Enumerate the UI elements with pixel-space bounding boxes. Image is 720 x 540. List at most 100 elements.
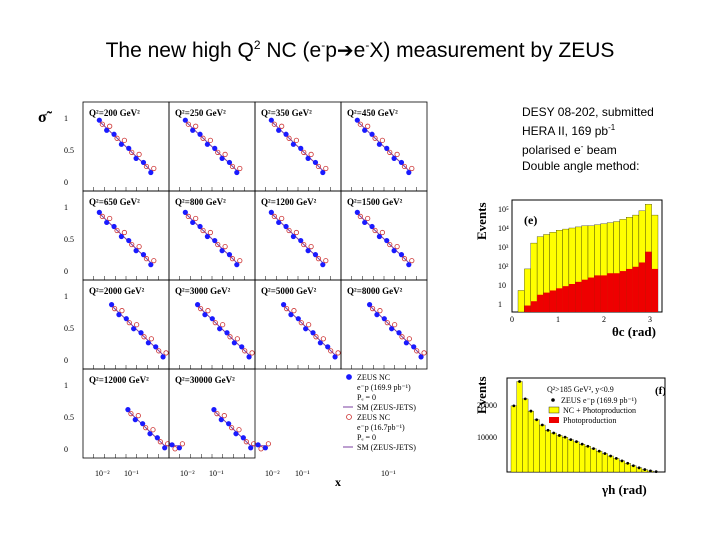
legend-swatch-red <box>549 417 559 423</box>
data-point-red <box>379 229 385 236</box>
data-point-blue <box>218 417 224 423</box>
data-point-blue <box>369 223 375 230</box>
bar-nc-photoproduction <box>584 446 591 473</box>
data-point-blue <box>126 237 132 244</box>
data-point-red <box>258 446 264 452</box>
data-point-red <box>357 121 363 127</box>
data-point-red <box>308 244 314 250</box>
y-tick-label: 0 <box>64 445 68 454</box>
chart-e-xtick: 2 <box>602 315 606 324</box>
slide-title: The new high Q2 NC (e-p➔e-X) measurement… <box>105 38 615 62</box>
legend-entry: Pₑ = 0 <box>357 393 376 402</box>
chart-f-label: (f) <box>655 385 666 397</box>
data-point-blue <box>396 330 402 336</box>
data-point-red <box>320 336 326 342</box>
bar-nc-photoproduction <box>517 290 525 313</box>
x-tick-label: 10⁻² <box>95 469 110 478</box>
caption-line1: DESY 08-202, submitted <box>522 105 654 119</box>
panel-label: Q²=8000 GeV² <box>347 286 403 296</box>
panel-label: Q²=350 GeV² <box>261 108 312 118</box>
data-point-blue <box>138 330 144 336</box>
data-point-blue <box>310 330 316 336</box>
data-point-blue <box>268 209 274 215</box>
data-point-blue <box>288 312 294 318</box>
data-point-blue <box>190 127 196 133</box>
data-point-red <box>242 348 248 354</box>
data-point-blue <box>268 117 274 123</box>
data-point-red <box>129 241 135 248</box>
data-point <box>592 447 595 451</box>
data-point-red <box>141 334 147 340</box>
data-point-blue <box>96 209 102 215</box>
data-point-red <box>151 165 157 172</box>
data-point-blue <box>320 262 326 268</box>
data-point <box>540 423 544 427</box>
y-tick-label: 1 <box>64 114 68 123</box>
data-point-blue <box>283 131 289 137</box>
data-point-blue <box>145 340 151 346</box>
data-point <box>586 444 590 448</box>
data-point-red <box>222 151 228 157</box>
data-point-blue <box>303 326 309 332</box>
data-point-red <box>315 163 322 170</box>
data-point-red <box>301 241 307 248</box>
data-point-red <box>372 135 378 141</box>
data-point <box>557 434 561 437</box>
y-tick-label: 0.5 <box>64 146 74 155</box>
data-point-red <box>394 244 400 250</box>
data-point-blue <box>160 354 166 360</box>
data-point <box>626 461 630 465</box>
legend-entry: Pₑ = 0 <box>357 433 376 442</box>
data-point-blue <box>108 302 115 308</box>
data-point-blue <box>418 354 424 360</box>
data-point <box>609 454 613 458</box>
data-point-blue <box>116 312 122 318</box>
data-point-red <box>143 256 150 262</box>
data-point-red <box>135 413 141 419</box>
data-point-red <box>121 137 127 143</box>
legend-marker <box>551 398 555 402</box>
data-point-blue <box>406 262 412 268</box>
x-tick-label: 10⁻¹ <box>295 469 310 478</box>
data-point-blue <box>96 117 102 123</box>
bar-nc-photoproduction <box>527 410 534 473</box>
data-point-red <box>114 227 120 234</box>
bar-photoproduction <box>543 292 550 312</box>
data-point-blue <box>354 117 360 123</box>
data-point-blue <box>276 127 282 133</box>
data-point-blue <box>298 237 304 244</box>
data-point <box>603 452 607 455</box>
bar-photoproduction <box>537 294 544 312</box>
legend-entry: ZEUS NC <box>357 413 390 422</box>
data-point <box>580 442 584 446</box>
legend-entry: ZEUS e⁻p (169.9 pb⁻¹) <box>561 396 637 405</box>
data-point-blue <box>104 219 110 226</box>
data-point-red <box>291 308 297 314</box>
data-point-red <box>335 350 341 356</box>
chart-e-ytick: 1 <box>498 300 502 309</box>
bar-nc-photoproduction <box>550 432 557 473</box>
bar-nc-photoproduction <box>573 441 580 473</box>
data-point-blue <box>131 326 137 332</box>
data-point-red <box>377 308 383 314</box>
data-point-red <box>271 213 277 219</box>
data-point-red <box>399 334 405 340</box>
data-point-red <box>185 121 191 127</box>
data-point-blue <box>362 219 368 226</box>
data-point-red <box>227 334 233 340</box>
panel-label: Q²=30000 GeV² <box>175 375 235 385</box>
data-point-red <box>172 446 178 452</box>
caption-line2: HERA II, 169 pb-1 <box>522 123 616 138</box>
chart-e-ytick: 10 <box>498 281 506 290</box>
data-point-red <box>409 258 415 264</box>
data-point-red <box>143 425 149 431</box>
x-tick-label: 10⁻¹ <box>381 469 396 478</box>
chart-e-ytick: 10⁵ <box>498 205 509 214</box>
data-point-red <box>193 123 199 129</box>
data-point-red <box>200 227 206 234</box>
data-point-blue <box>140 159 147 166</box>
data-point-red <box>156 348 162 354</box>
data-point-red <box>134 322 140 328</box>
bar-photoproduction <box>632 266 639 312</box>
data-point-blue <box>118 233 124 240</box>
